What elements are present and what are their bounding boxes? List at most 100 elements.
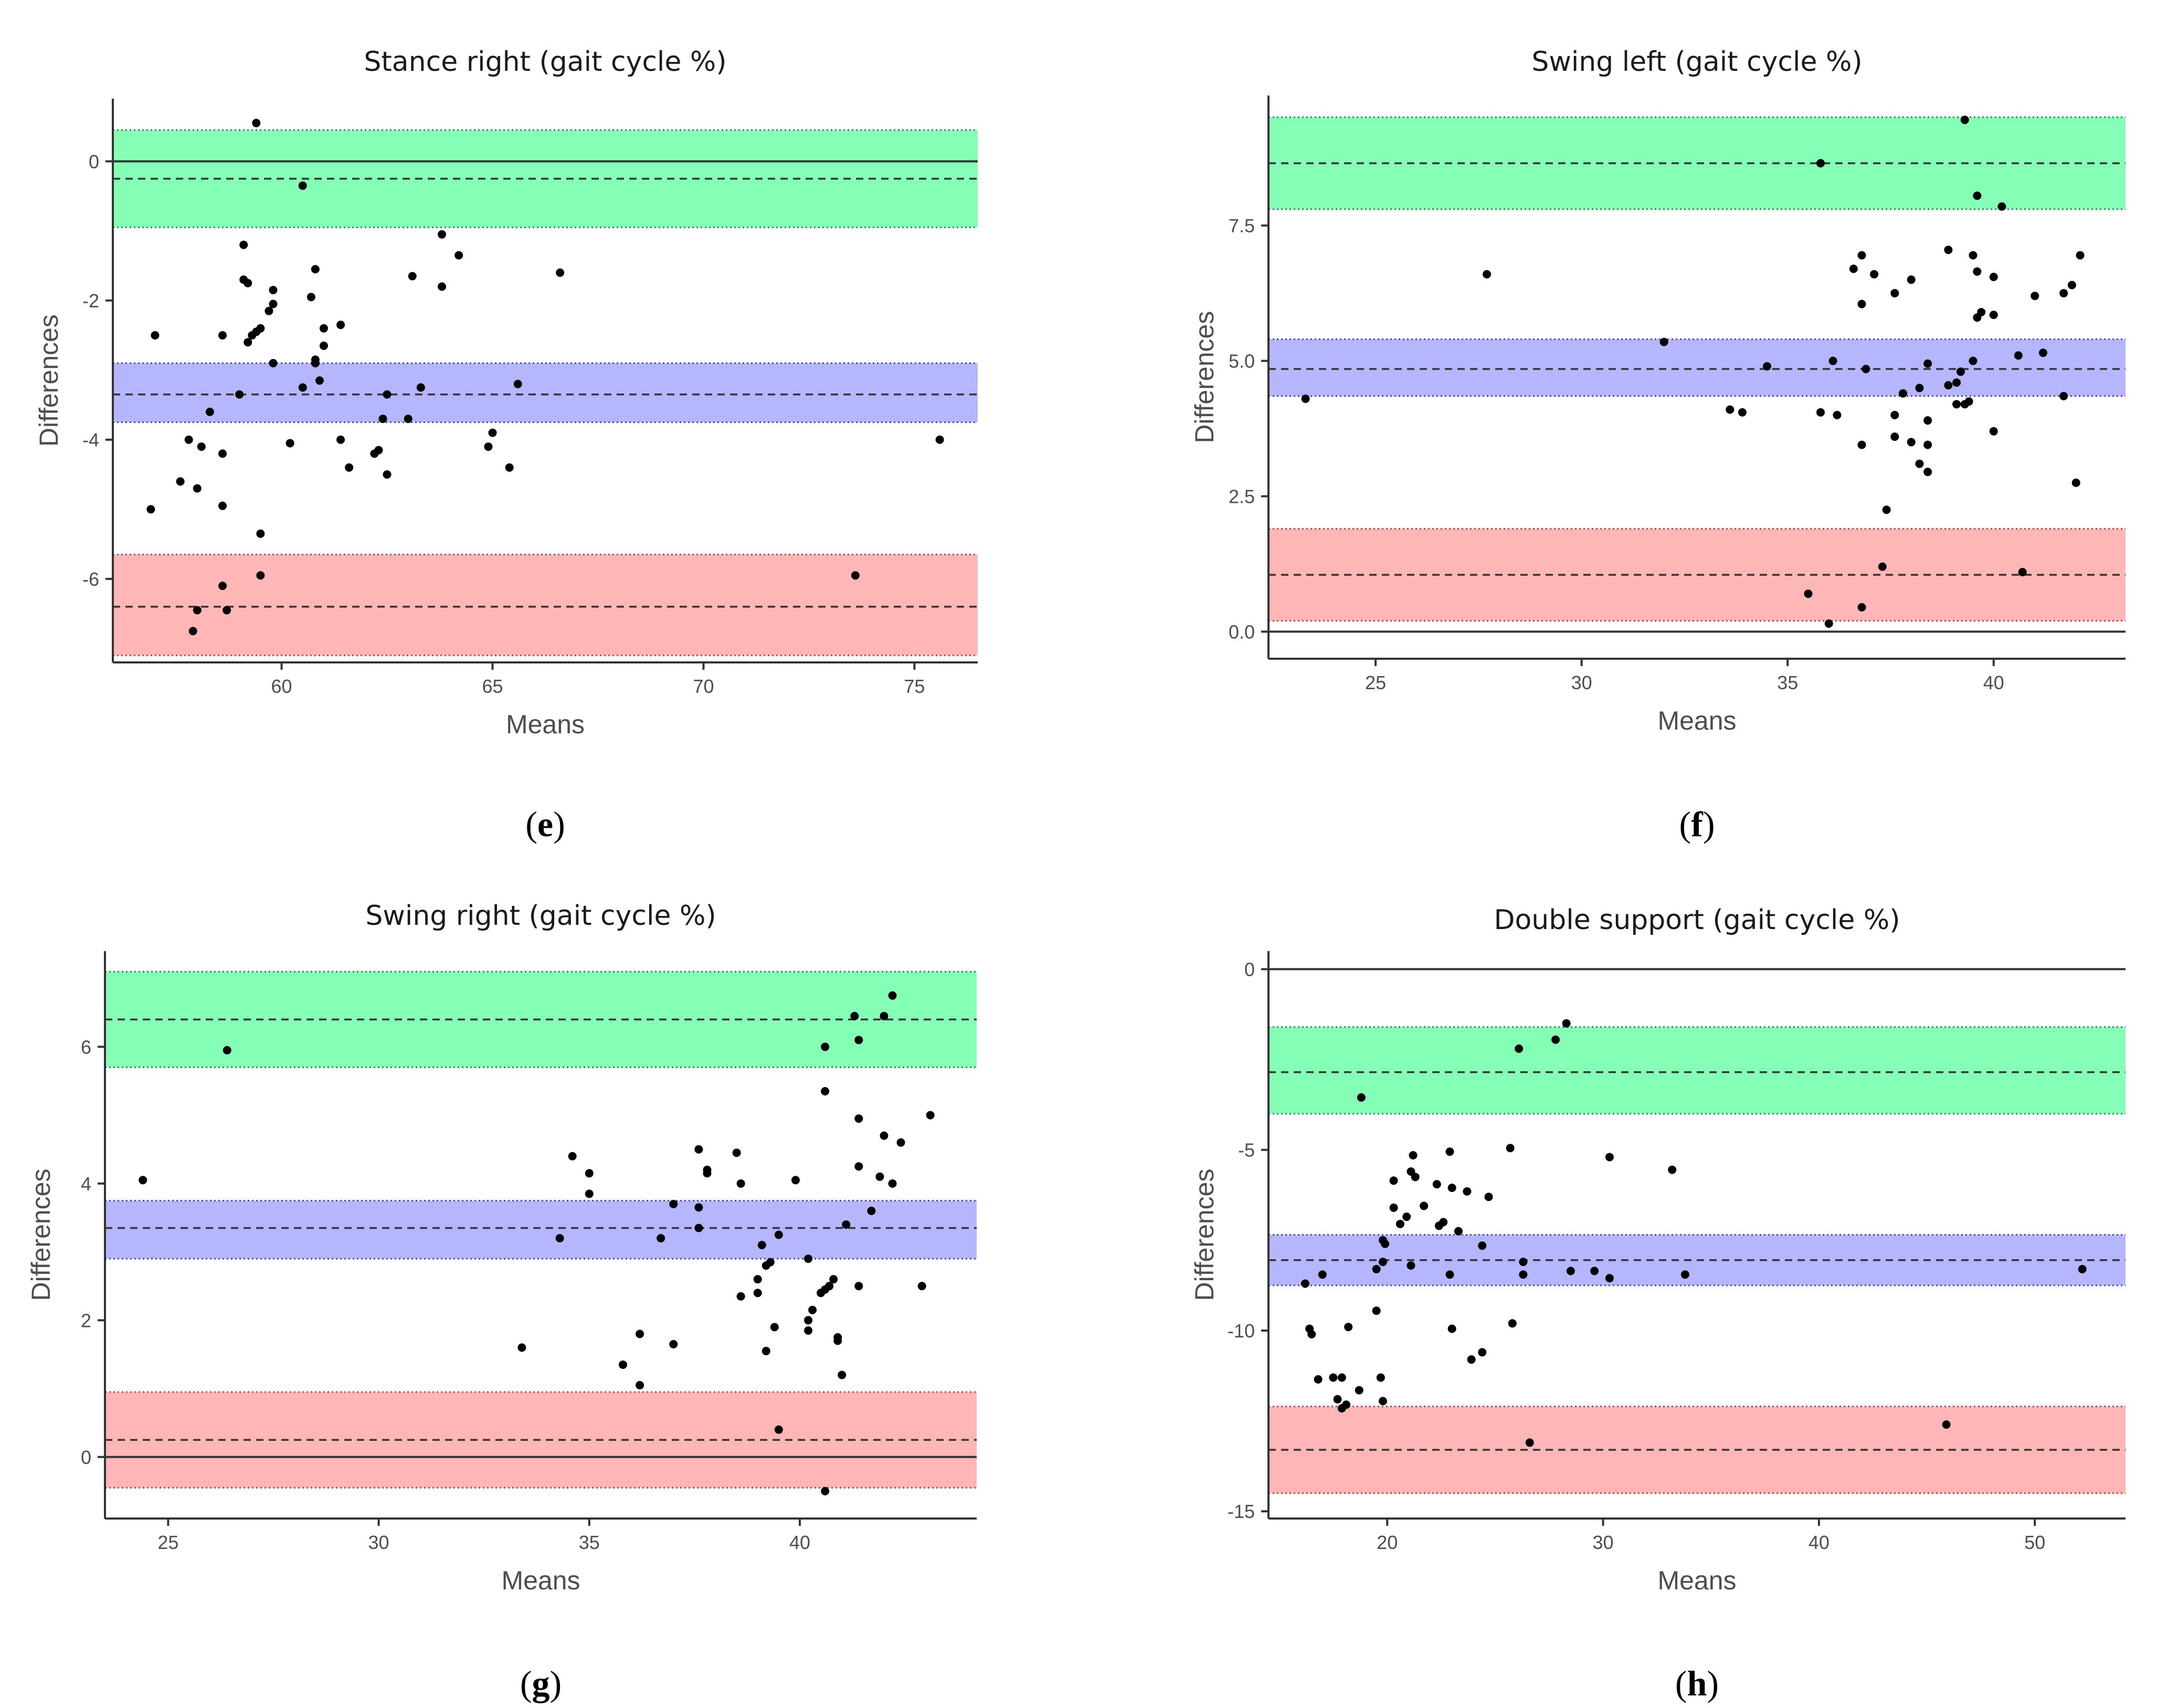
data-point [1551,1035,1560,1044]
data-point [244,279,252,288]
data-point [703,1169,712,1178]
data-point [555,1234,564,1243]
data-point [657,1234,665,1243]
data-point [2067,281,2076,290]
y-tick-label: -5 [1238,1140,1255,1161]
data-point [256,529,265,538]
data-point [1301,394,1310,403]
data-point [821,1087,830,1095]
band-lower-area [113,554,978,656]
data-point [854,1114,863,1123]
panel-letter: e [537,804,553,844]
data-point [1857,300,1866,309]
data-point [833,1336,842,1345]
data-point [888,1179,897,1188]
data-point [416,383,425,392]
data-point [791,1176,800,1185]
data-point [408,272,417,281]
data-point [821,1486,830,1495]
panel-swing-right: 25 30 35 40 0 2 4 6 Swing right (gait cycle %) Me… [26,900,977,1703]
data-point [1989,272,1998,281]
data-point [2076,251,2085,260]
data-point [926,1111,935,1120]
data-point [1329,1373,1338,1382]
data-point [736,1292,745,1301]
y-axis-label: Differences [1190,1169,1219,1301]
data-point [1445,1270,1454,1279]
band-bias-area [105,1200,977,1259]
data-point [618,1360,627,1369]
panel-label: (h) [1675,1663,1719,1703]
data-point [1508,1319,1517,1328]
y-tick-label: 0 [1244,958,1255,980]
data-point [1314,1375,1323,1384]
data-point [139,1176,147,1185]
data-point [1515,1044,1524,1053]
data-point [829,1275,838,1284]
data-point [1923,440,1932,449]
data-point [1952,378,1961,387]
data-point [1762,362,1771,371]
data-point [1566,1267,1575,1275]
data-point [1411,1173,1420,1182]
data-point [1890,432,1899,441]
data-point [568,1152,577,1161]
data-point [804,1254,813,1263]
data-point [1337,1404,1346,1412]
data-point [1989,310,1998,319]
data-point [1605,1274,1614,1283]
data-point [269,359,278,367]
data-point [184,435,193,444]
data-point [880,1011,889,1020]
data-point [1519,1258,1528,1267]
data-point [1899,389,1908,398]
x-axis-label: Means [1657,706,1736,735]
data-point [1668,1165,1677,1174]
chart-title: Swing right (gait cycle %) [365,900,716,932]
data-point [838,1370,847,1379]
data-point [2071,478,2080,487]
data-point [1849,265,1858,273]
data-point [1726,405,1735,414]
data-point [1525,1438,1534,1447]
data-point [151,331,160,340]
data-point [1447,1324,1456,1333]
band-upper-area [1268,1027,2125,1114]
data-point [193,606,202,615]
data-point [804,1326,813,1335]
data-point [218,582,227,591]
data-point [438,230,447,239]
y-axis-label: Differences [1190,311,1219,444]
data-point [669,1199,678,1208]
data-point [1862,365,1870,374]
data-point [669,1340,678,1348]
data-point [484,442,493,451]
data-point [1454,1227,1463,1236]
data-point [517,1343,526,1352]
panel-double-support: 20 30 40 50 0 -5 -10 -15 Double support (gait cy… [1190,904,2125,1703]
data-point [1307,1330,1316,1338]
x-tick-label: 25 [157,1532,178,1553]
data-point [1463,1187,1472,1196]
data-point [1857,251,1866,260]
data-point [1960,400,1969,409]
data-point [298,383,307,392]
data-point [1923,359,1932,368]
data-point [188,627,197,636]
y-tick-label: 4 [81,1173,91,1195]
data-point [2014,351,2023,360]
data-point [2018,567,2027,576]
data-point [585,1169,594,1178]
data-point [1857,440,1866,449]
data-point [1389,1176,1398,1185]
data-point [694,1224,703,1232]
data-point [1680,1270,1689,1279]
data-point [762,1346,770,1355]
data-point [269,286,278,294]
data-point [176,477,185,486]
data-point [1344,1323,1353,1332]
data-point [1484,1193,1493,1201]
data-point [1562,1019,1571,1028]
data-point [766,1258,775,1267]
